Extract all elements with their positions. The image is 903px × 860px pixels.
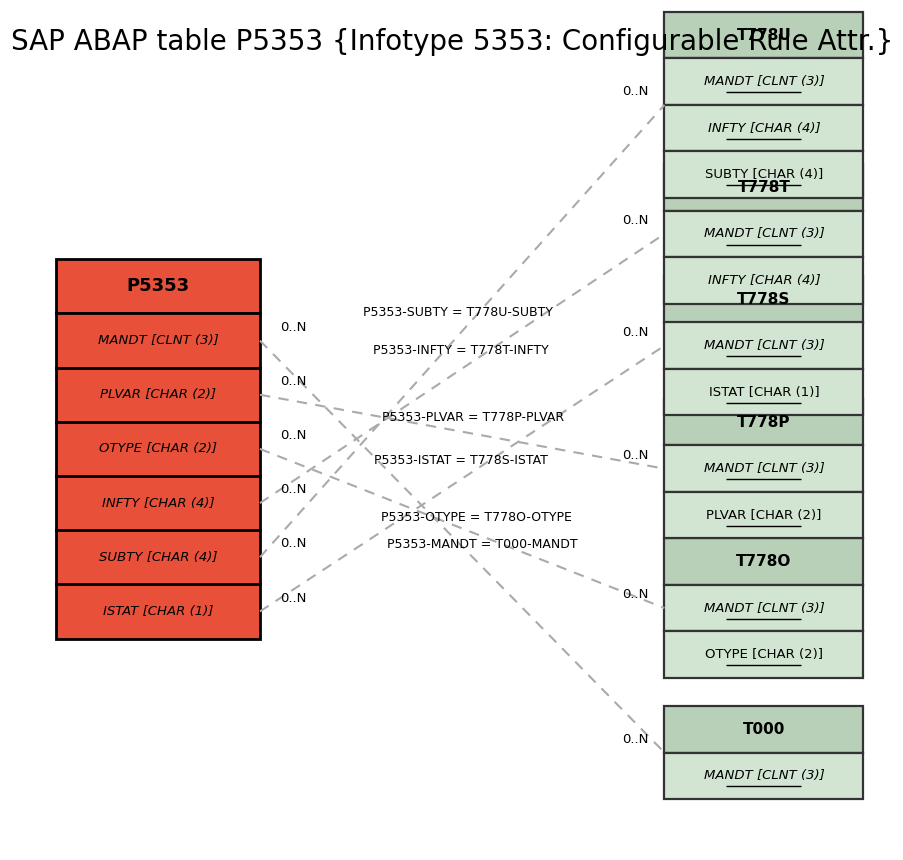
Text: 0..N: 0..N xyxy=(280,483,306,496)
Text: ISTAT [CHAR (1)]: ISTAT [CHAR (1)] xyxy=(708,385,818,399)
Text: T778S: T778S xyxy=(736,292,790,307)
FancyBboxPatch shape xyxy=(664,752,862,799)
FancyBboxPatch shape xyxy=(664,631,862,678)
FancyBboxPatch shape xyxy=(664,445,862,492)
FancyBboxPatch shape xyxy=(56,530,260,585)
Text: MANDT [CLNT (3)]: MANDT [CLNT (3)] xyxy=(703,601,824,615)
Text: P5353-ISTAT = T778S-ISTAT: P5353-ISTAT = T778S-ISTAT xyxy=(374,454,547,467)
Text: ISTAT [CHAR (1)]: ISTAT [CHAR (1)] xyxy=(103,605,213,618)
Text: T778T: T778T xyxy=(737,180,789,195)
FancyBboxPatch shape xyxy=(664,12,862,58)
Text: INFTY [CHAR (4)]: INFTY [CHAR (4)] xyxy=(707,121,819,135)
Text: MANDT [CLNT (3)]: MANDT [CLNT (3)] xyxy=(703,462,824,476)
Text: SUBTY [CHAR (4)]: SUBTY [CHAR (4)] xyxy=(704,168,822,181)
FancyBboxPatch shape xyxy=(664,369,862,415)
Text: PLVAR [CHAR (2)]: PLVAR [CHAR (2)] xyxy=(705,508,821,522)
Text: INFTY [CHAR (4)]: INFTY [CHAR (4)] xyxy=(707,273,819,287)
Text: MANDT [CLNT (3)]: MANDT [CLNT (3)] xyxy=(703,227,824,241)
Text: PLVAR [CHAR (2)]: PLVAR [CHAR (2)] xyxy=(100,388,216,402)
Text: MANDT [CLNT (3)]: MANDT [CLNT (3)] xyxy=(703,769,824,783)
Text: SUBTY [CHAR (4)]: SUBTY [CHAR (4)] xyxy=(98,550,218,564)
Text: 0..N: 0..N xyxy=(280,429,306,442)
FancyBboxPatch shape xyxy=(664,211,862,257)
FancyBboxPatch shape xyxy=(664,151,862,198)
Text: P5353-SUBTY = T778U-SUBTY: P5353-SUBTY = T778U-SUBTY xyxy=(362,305,553,318)
FancyBboxPatch shape xyxy=(56,422,260,476)
FancyBboxPatch shape xyxy=(56,314,260,368)
Text: 0..N: 0..N xyxy=(621,85,647,98)
Text: T000: T000 xyxy=(742,722,784,737)
FancyBboxPatch shape xyxy=(664,399,862,445)
Text: 0..N: 0..N xyxy=(280,592,306,605)
FancyBboxPatch shape xyxy=(664,58,862,105)
FancyBboxPatch shape xyxy=(664,276,862,322)
FancyBboxPatch shape xyxy=(56,260,260,314)
Text: 0..N: 0..N xyxy=(621,733,647,746)
Text: P5353: P5353 xyxy=(126,278,190,295)
Text: T778P: T778P xyxy=(736,415,790,430)
Text: T778U: T778U xyxy=(736,28,790,43)
Text: 0..N: 0..N xyxy=(280,321,306,334)
Text: P5353-MANDT = T000-MANDT: P5353-MANDT = T000-MANDT xyxy=(386,538,577,550)
Text: 0..N: 0..N xyxy=(621,214,647,227)
Text: 0..N: 0..N xyxy=(621,588,647,601)
Text: 0..N: 0..N xyxy=(621,449,647,462)
Text: 0..N: 0..N xyxy=(280,375,306,388)
FancyBboxPatch shape xyxy=(56,368,260,422)
Text: OTYPE [CHAR (2)]: OTYPE [CHAR (2)] xyxy=(704,648,822,661)
FancyBboxPatch shape xyxy=(664,322,862,369)
Text: T778O: T778O xyxy=(735,554,791,569)
Text: MANDT [CLNT (3)]: MANDT [CLNT (3)] xyxy=(703,75,824,89)
FancyBboxPatch shape xyxy=(664,492,862,538)
Text: P5353-OTYPE = T778O-OTYPE: P5353-OTYPE = T778O-OTYPE xyxy=(381,511,572,524)
Text: P5353-INFTY = T778T-INFTY: P5353-INFTY = T778T-INFTY xyxy=(373,344,548,357)
FancyBboxPatch shape xyxy=(664,538,862,585)
Text: OTYPE [CHAR (2)]: OTYPE [CHAR (2)] xyxy=(99,442,217,456)
Text: MANDT [CLNT (3)]: MANDT [CLNT (3)] xyxy=(98,334,219,347)
FancyBboxPatch shape xyxy=(56,476,260,530)
Text: 0..N: 0..N xyxy=(280,538,306,550)
Text: SAP ABAP table P5353 {Infotype 5353: Configurable Rule Attr.}: SAP ABAP table P5353 {Infotype 5353: Con… xyxy=(11,28,892,56)
FancyBboxPatch shape xyxy=(664,706,862,752)
FancyBboxPatch shape xyxy=(664,164,862,211)
Text: 0..N: 0..N xyxy=(621,326,647,339)
FancyBboxPatch shape xyxy=(664,585,862,631)
FancyBboxPatch shape xyxy=(664,257,862,304)
Text: INFTY [CHAR (4)]: INFTY [CHAR (4)] xyxy=(102,496,214,510)
FancyBboxPatch shape xyxy=(664,105,862,151)
Text: MANDT [CLNT (3)]: MANDT [CLNT (3)] xyxy=(703,339,824,353)
FancyBboxPatch shape xyxy=(56,585,260,638)
Text: P5353-PLVAR = T778P-PLVAR: P5353-PLVAR = T778P-PLVAR xyxy=(382,411,563,425)
